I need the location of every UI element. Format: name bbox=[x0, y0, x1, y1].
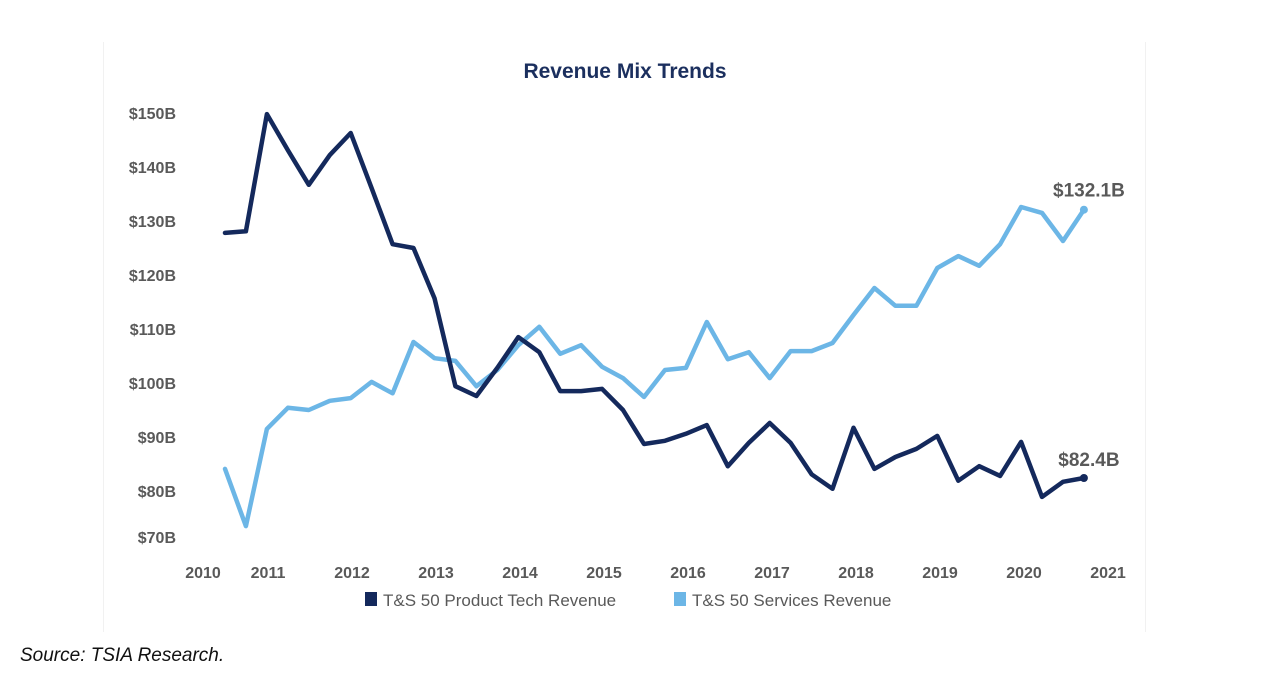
series-line-product-tech bbox=[222, 111, 1087, 500]
x-tick-label: 2016 bbox=[670, 565, 706, 582]
x-tick-label: 2013 bbox=[418, 565, 454, 582]
y-tick-label: $80B bbox=[138, 484, 176, 501]
x-tick-label: 2017 bbox=[754, 565, 790, 582]
y-tick-label: $110B bbox=[130, 322, 176, 339]
x-tick-label: 2011 bbox=[251, 565, 286, 582]
x-tick-label: 2019 bbox=[922, 565, 958, 582]
end-label-services: $132.1B bbox=[1053, 181, 1125, 202]
x-tick-label: 2015 bbox=[586, 565, 622, 582]
x-tick-label: 2018 bbox=[838, 565, 874, 582]
legend-label-product-tech: T&S 50 Product Tech Revenue bbox=[383, 591, 616, 610]
y-tick-label: $120B bbox=[129, 268, 176, 285]
y-tick-label: $130B bbox=[129, 214, 176, 231]
series-layer: $132.1B $82.4B bbox=[222, 111, 1125, 529]
chart-panel bbox=[103, 42, 1146, 632]
data-point-product-tech bbox=[1079, 474, 1088, 482]
chart-title: Revenue Mix Trends bbox=[523, 60, 726, 83]
y-tick-label: $90B bbox=[138, 430, 176, 447]
legend-swatch-product-tech bbox=[365, 592, 377, 606]
legend-swatch-services bbox=[674, 592, 686, 606]
y-tick-label: $140B bbox=[129, 160, 176, 177]
legend-label-services: T&S 50 Services Revenue bbox=[692, 591, 891, 610]
end-label-product-tech: $82.4B bbox=[1058, 450, 1119, 471]
x-tick-label: 2020 bbox=[1006, 565, 1042, 582]
legend: T&S 50 Product Tech Revenue T&S 50 Servi… bbox=[365, 591, 891, 610]
y-tick-label: $150B bbox=[129, 106, 176, 123]
x-tick-label: 2021 bbox=[1090, 565, 1126, 582]
y-axis: $70B $80B $90B $100B $110B $120B $130B $140B $15… bbox=[129, 106, 176, 547]
data-point-services bbox=[1079, 205, 1088, 214]
x-tick-label: 2012 bbox=[334, 565, 370, 582]
source-note: Source: TSIA Research. bbox=[20, 645, 225, 666]
x-tick-label: 2014 bbox=[502, 565, 538, 582]
x-axis: 2010 2011 2012 2013 2014 2015 2016 2017 2018 2019… bbox=[185, 565, 1126, 582]
line-chart: Revenue Mix Trends $70B $80B $90B $100B $110… bbox=[129, 60, 1126, 610]
series-line-services bbox=[222, 204, 1087, 529]
y-tick-label: $100B bbox=[129, 376, 176, 393]
y-tick-label: $70B bbox=[138, 530, 176, 547]
x-tick-label: 2010 bbox=[185, 565, 221, 582]
